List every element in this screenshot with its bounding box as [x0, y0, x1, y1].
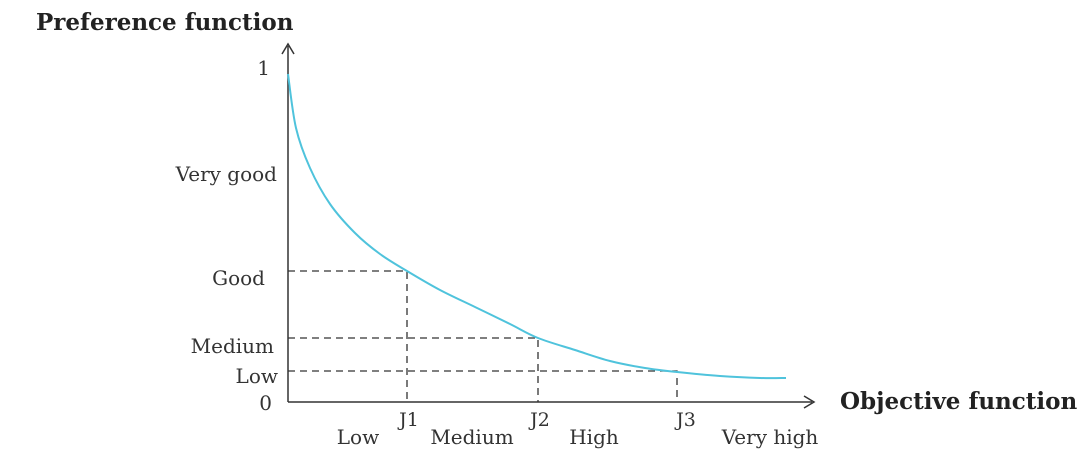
y-axis-arrow-icon: [281, 42, 295, 55]
preference-curve: [287, 73, 787, 380]
y-label-medium: Medium: [191, 334, 274, 358]
y-label-very-good: Very good: [175, 162, 278, 186]
x-tick-j1: J1: [397, 409, 419, 431]
x-tick-j2: J2: [528, 409, 550, 431]
y-label-low: Low: [236, 364, 278, 388]
x-axis-arrow-icon: [803, 395, 816, 409]
y-label-one: 1: [257, 56, 270, 80]
x-region-medium: Medium: [430, 425, 513, 449]
guide-good-j1: [288, 270, 408, 402]
guide-low-j3: [288, 370, 678, 402]
x-tick-j3: J3: [674, 409, 696, 431]
x-region-low: Low: [337, 425, 379, 449]
guide-medium-j2: [288, 337, 539, 402]
x-region-high: High: [569, 425, 619, 449]
x-axis-title: Objective function: [840, 388, 1077, 415]
x-region-very-high: Very high: [721, 425, 819, 449]
y-label-good: Good: [212, 266, 265, 290]
y-label-zero: 0: [259, 391, 272, 415]
y-axis-title: Preference function: [36, 9, 294, 36]
